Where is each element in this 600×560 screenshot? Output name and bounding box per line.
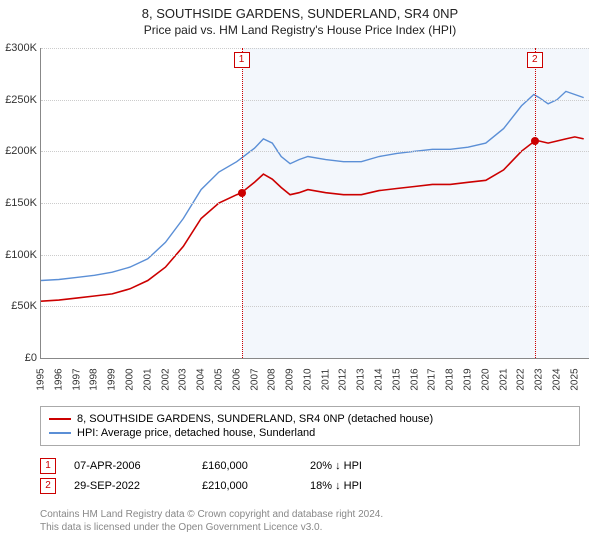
sale-date: 29-SEP-2022: [74, 480, 184, 492]
sale-marker: 1: [40, 458, 56, 474]
sale-diff: 18% ↓ HPI: [310, 480, 400, 492]
legend-swatch: [49, 432, 71, 434]
x-tick-label: 1996: [53, 368, 64, 390]
x-tick-label: 1997: [71, 368, 82, 390]
event-line: [242, 48, 243, 358]
x-tick-label: 1998: [89, 368, 100, 390]
footer-line: Contains HM Land Registry data © Crown c…: [40, 508, 383, 521]
legend-swatch: [49, 418, 71, 420]
plot-region: £0£50K£100K£150K£200K£250K£300K199519961…: [40, 48, 589, 359]
legend-label: 8, SOUTHSIDE GARDENS, SUNDERLAND, SR4 0N…: [77, 413, 433, 425]
x-tick-label: 2001: [142, 368, 153, 390]
x-tick-label: 2017: [427, 368, 438, 390]
x-tick-label: 2011: [320, 369, 331, 391]
x-tick-label: 2015: [391, 368, 402, 390]
y-tick-label: £250K: [5, 94, 37, 106]
x-tick-label: 1999: [107, 368, 118, 390]
x-tick-label: 2025: [569, 368, 580, 390]
sale-price: £160,000: [202, 460, 292, 472]
x-tick-label: 1995: [36, 368, 47, 390]
x-tick-label: 2016: [409, 368, 420, 390]
sale-marker: 2: [40, 478, 56, 494]
y-tick-label: £100K: [5, 249, 37, 261]
chart-title: 8, SOUTHSIDE GARDENS, SUNDERLAND, SR4 0N…: [0, 6, 600, 21]
x-tick-label: 2023: [534, 368, 545, 390]
sale-dot: [531, 137, 539, 145]
event-line: [535, 48, 536, 358]
y-tick-label: £50K: [11, 300, 37, 312]
sale-date: 07-APR-2006: [74, 460, 184, 472]
gridline: [41, 306, 589, 307]
x-tick-label: 2019: [463, 368, 474, 390]
chart-title-block: 8, SOUTHSIDE GARDENS, SUNDERLAND, SR4 0N…: [0, 0, 600, 37]
x-tick-label: 2007: [249, 368, 260, 390]
sale-dot: [238, 189, 246, 197]
y-tick-label: £300K: [5, 42, 37, 54]
gridline: [41, 203, 589, 204]
gridline: [41, 255, 589, 256]
x-tick-label: 2014: [374, 368, 385, 390]
x-tick-label: 2012: [338, 368, 349, 390]
gridline: [41, 48, 589, 49]
x-tick-label: 2022: [516, 368, 527, 390]
x-tick-label: 2024: [551, 368, 562, 390]
legend-label: HPI: Average price, detached house, Sund…: [77, 427, 315, 439]
sale-price: £210,000: [202, 480, 292, 492]
sale-diff: 20% ↓ HPI: [310, 460, 400, 472]
event-marker: 1: [234, 52, 250, 68]
legend-item: 8, SOUTHSIDE GARDENS, SUNDERLAND, SR4 0N…: [49, 413, 571, 425]
y-tick-label: £0: [25, 352, 37, 364]
x-tick-label: 2006: [231, 368, 242, 390]
x-tick-label: 2003: [178, 368, 189, 390]
legend: 8, SOUTHSIDE GARDENS, SUNDERLAND, SR4 0N…: [40, 406, 580, 446]
x-tick-label: 2013: [356, 368, 367, 390]
x-tick-label: 2009: [285, 368, 296, 390]
footer-line: This data is licensed under the Open Gov…: [40, 521, 383, 534]
x-tick-label: 2020: [480, 368, 491, 390]
x-tick-label: 2000: [124, 368, 135, 390]
legend-item: HPI: Average price, detached house, Sund…: [49, 427, 571, 439]
y-tick-label: £150K: [5, 197, 37, 209]
sales-table: 1 07-APR-2006 £160,000 20% ↓ HPI 2 29-SE…: [40, 454, 580, 498]
series-hpi: [41, 91, 584, 280]
chart-subtitle: Price paid vs. HM Land Registry's House …: [0, 23, 600, 37]
table-row: 2 29-SEP-2022 £210,000 18% ↓ HPI: [40, 478, 580, 494]
x-tick-label: 2005: [213, 368, 224, 390]
event-marker: 2: [527, 52, 543, 68]
x-tick-label: 2021: [498, 368, 509, 390]
gridline: [41, 100, 589, 101]
series-property: [41, 137, 584, 301]
footer-attribution: Contains HM Land Registry data © Crown c…: [40, 508, 383, 534]
x-tick-label: 2004: [196, 368, 207, 390]
y-tick-label: £200K: [5, 145, 37, 157]
table-row: 1 07-APR-2006 £160,000 20% ↓ HPI: [40, 458, 580, 474]
x-tick-label: 2002: [160, 368, 171, 390]
gridline: [41, 151, 589, 152]
x-tick-label: 2018: [445, 368, 456, 390]
x-tick-label: 2008: [267, 368, 278, 390]
x-tick-label: 2010: [302, 368, 313, 390]
chart-area: £0£50K£100K£150K£200K£250K£300K199519961…: [40, 48, 588, 386]
